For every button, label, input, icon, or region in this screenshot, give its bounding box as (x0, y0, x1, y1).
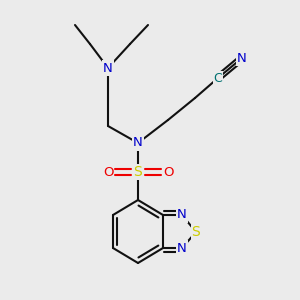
Text: S: S (192, 225, 200, 239)
Text: C: C (214, 71, 222, 85)
Text: N: N (237, 52, 247, 64)
Text: N: N (103, 61, 113, 74)
Text: N: N (177, 208, 187, 221)
Text: O: O (163, 166, 173, 178)
Text: S: S (134, 165, 142, 179)
Text: N: N (133, 136, 143, 149)
Text: O: O (103, 166, 113, 178)
Text: N: N (177, 242, 187, 254)
